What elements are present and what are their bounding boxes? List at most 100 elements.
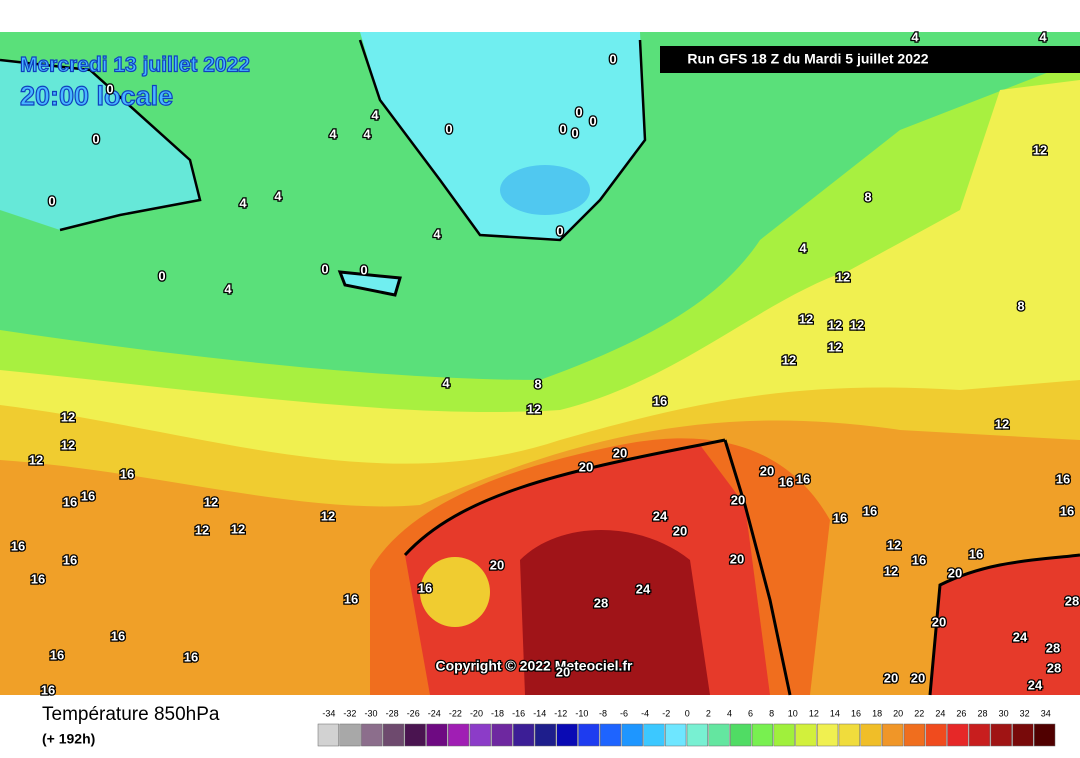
legend-tick-label: -20	[470, 708, 483, 718]
contour-label: 4	[329, 126, 337, 141]
contour-label: 16	[41, 682, 55, 697]
legend-tick-label: -4	[641, 708, 649, 718]
contour-label: 20	[490, 557, 504, 572]
legend-swatch	[643, 723, 665, 747]
contour-label: 16	[111, 628, 125, 643]
contour-label: 0	[106, 81, 113, 96]
legend-tick-label: -14	[533, 708, 546, 718]
contour-label: 0	[158, 268, 165, 283]
contour-label: 28	[1047, 660, 1061, 675]
contour-label: 12	[799, 311, 813, 326]
legend-swatch	[382, 723, 405, 747]
legend-swatch	[426, 723, 448, 747]
contour-label: 16	[796, 471, 810, 486]
contour-label: 16	[833, 510, 847, 525]
contour-label: 4	[274, 188, 282, 203]
legend-swatch	[990, 723, 1012, 747]
legend-tick-label: 4	[727, 708, 732, 718]
contour-label: 8	[534, 376, 541, 391]
legend-swatch	[882, 723, 904, 747]
contour-label: 20	[760, 463, 774, 478]
run-banner	[660, 46, 1080, 73]
legend-swatch	[968, 723, 991, 747]
legend-tick-label: 2	[706, 708, 711, 718]
legend-swatch	[816, 723, 839, 747]
contour-label: 16	[863, 503, 877, 518]
forecast-time: 20:00 locale	[20, 81, 173, 111]
legend-tick-label: 30	[999, 708, 1009, 718]
contour-label: 0	[445, 121, 452, 136]
contour-label: 16	[1056, 471, 1070, 486]
contour-label: 0	[571, 125, 578, 140]
legend-tick-label: 0	[685, 708, 690, 718]
contour-label: 12	[836, 269, 850, 284]
contour-label: 4	[433, 226, 441, 241]
contour-label: 20	[884, 670, 898, 685]
contour-label: 20	[556, 664, 570, 679]
contour-label: 0	[92, 131, 99, 146]
legend-swatch	[447, 723, 470, 747]
contour-label: 12	[61, 437, 75, 452]
legend-swatch	[795, 723, 817, 747]
contour-label: 16	[31, 571, 45, 586]
legend-tick-label: -8	[599, 708, 607, 718]
legend-tick-label: -2	[662, 708, 670, 718]
legend-swatch	[556, 723, 578, 747]
legend-tick-label: 16	[851, 708, 861, 718]
contour-label: 28	[594, 595, 608, 610]
contour-label: 16	[418, 580, 432, 595]
contour-label: 4	[371, 107, 379, 122]
legend-tick-label: -18	[491, 708, 504, 718]
legend-tick-label: -12	[554, 708, 567, 718]
legend-tick-label: 22	[914, 708, 924, 718]
copyright: Copyright © 2022 Meteociel.fr	[435, 658, 633, 674]
legend-tick-label: -34	[322, 708, 335, 718]
contour-label: 0	[589, 113, 596, 128]
legend-tick-label: 34	[1041, 708, 1051, 718]
contour-label: 24	[1028, 677, 1043, 692]
run-info: Run GFS 18 Z du Mardi 5 juillet 2022	[687, 51, 928, 67]
contour-label: 16	[63, 494, 77, 509]
contour-label: 4	[1039, 29, 1047, 44]
legend-tick-label: 28	[978, 708, 988, 718]
legend-tick-label: -22	[449, 708, 462, 718]
contour-label: 16	[184, 649, 198, 664]
contour-label: 12	[884, 563, 898, 578]
contour-label: 0	[609, 51, 616, 66]
contour-label: 20	[911, 670, 925, 685]
legend-swatch	[404, 723, 426, 747]
contour-label: 12	[995, 416, 1009, 431]
contour-label: 12	[29, 452, 43, 467]
legend-tick-label: 6	[748, 708, 753, 718]
legend-swatch	[491, 723, 513, 747]
contour-label: 0	[360, 262, 367, 277]
contour-label: 16	[779, 474, 793, 489]
contour-label: 16	[344, 591, 358, 606]
contour-label: 20	[932, 614, 946, 629]
contour-label: 12	[1033, 142, 1047, 157]
legend-swatch	[1012, 723, 1034, 747]
legend-tick-label: 26	[956, 708, 966, 718]
contour-label: 12	[527, 401, 541, 416]
contour-label: 24	[653, 508, 668, 523]
legend-tick-label: -6	[620, 708, 628, 718]
legend-tick-label: 10	[788, 708, 798, 718]
contour-label: 12	[61, 409, 75, 424]
contour-label: 12	[231, 521, 245, 536]
legend-tick-label: -26	[407, 708, 420, 718]
legend-tick-label: 14	[830, 708, 840, 718]
legend-tick-label: 12	[809, 708, 819, 718]
contour-label: 16	[11, 538, 25, 553]
legend-swatch	[773, 723, 795, 747]
legend-swatch	[534, 723, 557, 747]
contour-label: 4	[239, 195, 247, 210]
contour-label: 16	[50, 647, 64, 662]
legend-swatch	[947, 723, 969, 747]
legend-tick-label: 24	[935, 708, 945, 718]
contour-label: 16	[912, 552, 926, 567]
contour-label: 20	[730, 551, 744, 566]
legend-swatch	[903, 723, 926, 747]
contour-label: 20	[673, 523, 687, 538]
